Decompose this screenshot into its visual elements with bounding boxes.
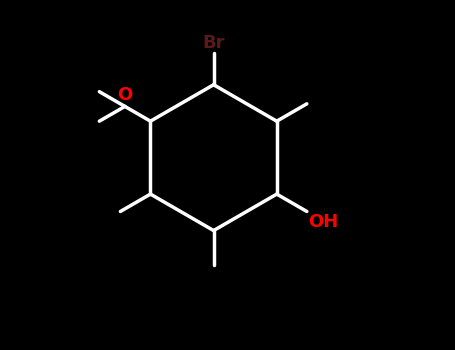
Text: O: O xyxy=(117,86,132,104)
Text: Br: Br xyxy=(202,34,225,52)
Text: OH: OH xyxy=(308,213,339,231)
